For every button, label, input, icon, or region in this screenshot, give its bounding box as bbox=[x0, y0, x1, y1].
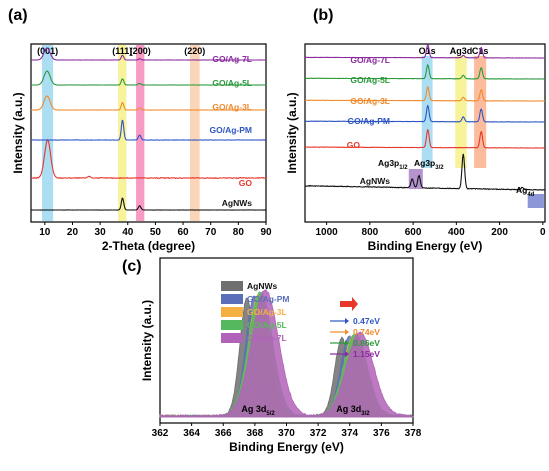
y-axis-label: Intensity (a.u.) bbox=[11, 92, 25, 173]
shift-label: 0.47eV bbox=[353, 316, 380, 326]
x-tick-label: 50 bbox=[150, 227, 162, 238]
band-label: O1s bbox=[419, 46, 436, 56]
legend-label: GO/Ag-5L bbox=[247, 320, 287, 330]
shift-arrow bbox=[340, 297, 358, 311]
x-tick-label: 200 bbox=[491, 227, 508, 238]
band bbox=[118, 45, 127, 221]
series-line bbox=[304, 104, 546, 123]
x-tick-label: 20 bbox=[67, 227, 79, 238]
series-line bbox=[30, 70, 267, 86]
legend-label: GO/Ag-7L bbox=[247, 333, 287, 343]
band-label: (220) bbox=[184, 46, 205, 56]
band-label: (111) bbox=[112, 46, 132, 56]
shift-label: 1.15eV bbox=[353, 349, 380, 359]
legend-swatch bbox=[221, 294, 243, 304]
panel-letter: (c) bbox=[122, 258, 142, 275]
shift-arrowhead bbox=[345, 318, 349, 324]
x-tick-label: 376 bbox=[373, 428, 390, 439]
shift-arrowhead bbox=[345, 351, 349, 357]
band bbox=[189, 45, 200, 221]
x-axis-label: 2-Theta (degree) bbox=[102, 239, 195, 253]
shift-label: 0.86eV bbox=[353, 338, 380, 348]
annotation-ag3p12: Ag3p1/2 bbox=[378, 158, 408, 171]
legend-swatch bbox=[221, 281, 243, 291]
panel-c: 362 364 366 368 370 372 374 376 378 Binding Energ… bbox=[122, 257, 422, 454]
series-line bbox=[305, 153, 546, 191]
panel-letter: (a) bbox=[8, 7, 28, 24]
x-tick-label: 370 bbox=[278, 428, 295, 439]
x-tick-label: 40 bbox=[122, 227, 134, 238]
series-line bbox=[304, 86, 545, 102]
x-tick-label: 362 bbox=[152, 428, 169, 439]
shift-arrowhead bbox=[345, 340, 349, 346]
x-tick-label: 400 bbox=[448, 227, 465, 238]
y-axis-label: Intensity (a.u.) bbox=[140, 300, 154, 381]
x-tick-label: 364 bbox=[183, 428, 200, 439]
series-label: GO/Ag-7L bbox=[350, 55, 390, 65]
band bbox=[136, 45, 145, 221]
series-area bbox=[159, 289, 415, 418]
x-axis-label: Binding Energy (eV) bbox=[229, 440, 344, 454]
shift-arrowhead bbox=[345, 329, 349, 335]
band-label: (200) bbox=[130, 46, 151, 56]
x-tick-label: 60 bbox=[177, 227, 189, 238]
axis-frame bbox=[30, 43, 267, 223]
series-label: GO/Ag-7L bbox=[212, 54, 252, 64]
series-label: GO/Ag-5L bbox=[350, 75, 390, 85]
x-tick-label: 80 bbox=[233, 227, 245, 238]
series-line bbox=[305, 43, 546, 59]
panel-b: 1000 800 600 400 200 0 Binding Energy (eV) Inte… bbox=[285, 7, 546, 253]
series-label: AgNWs bbox=[222, 198, 252, 208]
series-label: GO/Ag-3L bbox=[350, 96, 390, 106]
series-label: AgNWs bbox=[360, 176, 390, 186]
series-label: GO/Ag-PM bbox=[210, 125, 253, 135]
legend-label: GO/Ag-PM bbox=[247, 294, 290, 304]
shift-label: 0.74eV bbox=[353, 327, 380, 337]
series-line bbox=[31, 197, 267, 211]
annotation-ag4d: Ag4d bbox=[516, 185, 535, 198]
x-tick-label: 366 bbox=[215, 428, 232, 439]
series-label: GO bbox=[347, 140, 361, 150]
x-tick-label: 800 bbox=[362, 227, 379, 238]
axis-frame bbox=[304, 43, 546, 223]
band-label: Ag3d bbox=[450, 46, 473, 56]
series-label: GO/Ag-5L bbox=[212, 78, 252, 88]
x-tick-label: 70 bbox=[205, 227, 217, 238]
band bbox=[527, 194, 544, 208]
x-tick-label: 372 bbox=[310, 428, 327, 439]
legend-swatch bbox=[221, 307, 243, 317]
band bbox=[455, 56, 467, 168]
series-line bbox=[304, 63, 546, 80]
x-tick-label: 10 bbox=[39, 227, 51, 238]
series-label: GO/Ag-3L bbox=[212, 102, 252, 112]
x-tick-label: 378 bbox=[405, 428, 422, 439]
series-line bbox=[30, 47, 267, 61]
series-line bbox=[30, 138, 266, 180]
x-tick-label: 374 bbox=[341, 428, 358, 439]
band bbox=[408, 169, 423, 189]
panel-a: 10 20 30 40 50 60 70 80 90 2-Theta (degree) Intens… bbox=[8, 7, 272, 253]
series-label: GO/Ag-PM bbox=[348, 116, 391, 126]
series-line bbox=[31, 95, 267, 111]
x-axis-label: Binding Energy (eV) bbox=[368, 239, 483, 253]
x-tick-label: 90 bbox=[260, 227, 272, 238]
band bbox=[421, 56, 433, 168]
legend-label: AgNWs bbox=[247, 281, 277, 291]
y-axis-label: Intensity (a.u.) bbox=[285, 92, 299, 173]
x-tick-label: 600 bbox=[405, 227, 422, 238]
x-tick-label: 30 bbox=[95, 227, 107, 238]
x-tick-label: 368 bbox=[247, 428, 264, 439]
legend-swatch bbox=[221, 333, 243, 343]
series-line bbox=[30, 119, 267, 141]
legend-label: GO/Ag-3L bbox=[247, 307, 287, 317]
panel-letter: (b) bbox=[313, 7, 333, 24]
band-label: (001) bbox=[37, 46, 58, 56]
x-tick-label: 1000 bbox=[315, 227, 338, 238]
series-line bbox=[304, 128, 546, 149]
legend-swatch bbox=[221, 320, 243, 330]
x-tick-label: 0 bbox=[540, 227, 546, 238]
series-label: GO bbox=[239, 178, 253, 188]
band bbox=[42, 45, 54, 221]
